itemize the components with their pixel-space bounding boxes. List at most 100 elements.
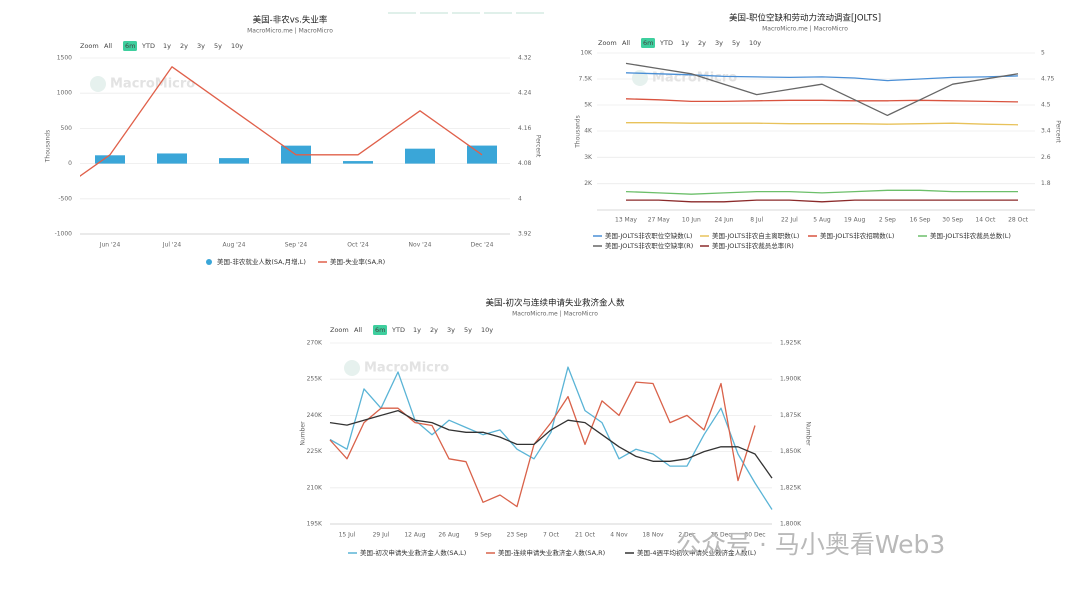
legend-label: 美国-初次申请失业救济金人数(SA,L): [360, 548, 466, 557]
y-tick-label: 1,900K: [780, 376, 802, 383]
range-button[interactable]: YTD: [391, 326, 405, 334]
y-tick-label: 1,825K: [780, 484, 802, 491]
y-tick-label: 5: [1041, 50, 1045, 57]
series-line: [329, 381, 756, 508]
range-selector: Zoom All 6m YTD 1y 2y 3y 5y 10y: [598, 38, 761, 48]
y-tick-label: 5K: [584, 102, 593, 109]
range-button[interactable]: 5y: [464, 326, 472, 334]
y-tick-label: 3.4: [1041, 128, 1051, 135]
y-tick-label: 1,800K: [780, 521, 802, 528]
range-button[interactable]: 3y: [197, 42, 205, 50]
x-tick-label: Sep '24: [285, 242, 308, 249]
x-tick-label: 26 Aug: [438, 532, 459, 539]
y-tick-label: 3K: [584, 154, 593, 161]
bar: [157, 153, 187, 164]
range-button[interactable]: 2y: [180, 42, 188, 50]
x-tick-label: 22 Jul: [781, 217, 798, 224]
legend-item[interactable]: 美国-JOLTS非农职位空缺数(L): [593, 231, 692, 240]
bar: [343, 161, 373, 164]
watermark: MacroMicro: [652, 71, 737, 86]
watermark-logo: [632, 70, 648, 86]
x-tick-label: 14 Oct: [975, 217, 996, 224]
range-button[interactable]: 6m: [643, 39, 653, 47]
range-button[interactable]: 10y: [231, 42, 243, 50]
x-tick-label: 21 Oct: [575, 532, 596, 539]
bar: [219, 158, 249, 164]
chart-title: 美国-初次与连续申请失业救济金人数: [485, 298, 625, 309]
range-button[interactable]: All: [622, 39, 630, 47]
y-tick-label: 240K: [307, 412, 323, 419]
watermark: MacroMicro: [364, 361, 449, 376]
x-tick-label: 23 Sep: [507, 532, 528, 539]
x-tick-label: 8 Jul: [750, 217, 763, 224]
watermark: MacroMicro: [110, 77, 195, 92]
legend-item[interactable]: 美国-JOLTS非农裁员总率(R): [700, 241, 794, 250]
x-tick-label: 2 Sep: [879, 217, 896, 224]
series-line: [625, 72, 1019, 82]
range-button[interactable]: 3y: [715, 39, 723, 47]
x-tick-label: 15 Jul: [339, 532, 356, 539]
bar: [95, 155, 125, 164]
legend-label: 美国-连续申请失业救济金人数(SA,R): [498, 548, 605, 557]
y-axis-label: Thousands: [45, 130, 52, 163]
legend-item[interactable]: 美国-初次申请失业救济金人数(SA,L): [348, 548, 466, 557]
range-button[interactable]: 5y: [214, 42, 222, 50]
range-button[interactable]: 3y: [447, 326, 455, 334]
y-tick-label: 4K: [584, 128, 593, 135]
y2-axis-label: Number: [805, 421, 812, 446]
y-tick-label: 210K: [307, 484, 323, 491]
legend-item[interactable]: 美国-非农就业人数(SA,月增,L): [206, 257, 306, 266]
range-button[interactable]: YTD: [659, 39, 673, 47]
y-tick-label: 2K: [584, 180, 593, 187]
x-tick-label: Nov '24: [409, 242, 432, 249]
range-button-active: [373, 325, 387, 335]
legend-item[interactable]: 美国-JOLTS非农招聘数(L): [808, 231, 894, 240]
x-tick-label: Oct '24: [347, 242, 369, 249]
range-button[interactable]: 2y: [698, 39, 706, 47]
y-tick-label: 225K: [307, 448, 323, 455]
y-tick-label: 1500: [57, 55, 72, 62]
x-tick-label: 30 Sep: [942, 217, 963, 224]
x-tick-label: 12 Aug: [404, 532, 425, 539]
range-button[interactable]: 10y: [749, 39, 761, 47]
y-tick-label: 270K: [307, 340, 323, 347]
range-button[interactable]: 1y: [681, 39, 689, 47]
range-button[interactable]: 10y: [481, 326, 493, 334]
plot-area: [80, 66, 497, 177]
legend-label: 美国-4週平均初次申请失业救济金人数(L): [637, 548, 756, 557]
x-tick-label: Aug '24: [223, 242, 246, 249]
range-button[interactable]: 6m: [375, 326, 385, 334]
x-tick-label: 27 May: [648, 217, 670, 224]
range-button[interactable]: 1y: [413, 326, 421, 334]
x-tick-label: Jun '24: [99, 242, 121, 249]
legend-item[interactable]: 美国-连续申请失业救济金人数(SA,R): [486, 548, 605, 557]
legend-swatch: [206, 259, 212, 265]
y-tick-label: 1,925K: [780, 340, 802, 347]
page-watermark: 公众号 · 马小奥看Web3: [676, 530, 945, 559]
legend-item[interactable]: 美国-4週平均初次申请失业救济金人数(L): [625, 548, 756, 557]
y-tick-label: 255K: [307, 376, 323, 383]
legend-label: 美国-JOLTS非农自主离职数(L): [712, 231, 799, 240]
y-tick-label: 4.16: [518, 125, 532, 132]
range-button-active: [123, 41, 137, 51]
legend-item[interactable]: 美国-JOLTS非农裁员总数(L): [918, 231, 1011, 240]
range-button[interactable]: All: [354, 326, 362, 334]
y-tick-label: 10K: [580, 50, 593, 57]
legend-item[interactable]: 美国-JOLTS非农自主离职数(L): [700, 231, 799, 240]
range-label: Zoom: [598, 39, 617, 47]
range-button[interactable]: YTD: [141, 42, 155, 50]
x-tick-label: 30 Dec: [744, 532, 765, 539]
legend-label: 美国-JOLTS非农招聘数(L): [820, 231, 894, 240]
chart-subtitle: MacroMicro.me | MacroMicro: [762, 26, 848, 33]
range-button[interactable]: 1y: [163, 42, 171, 50]
x-tick-label: 7 Oct: [543, 532, 560, 539]
range-button[interactable]: 6m: [125, 42, 135, 50]
legend-item[interactable]: 美国-失业率(SA,R): [318, 257, 385, 266]
watermark-logo: [344, 360, 360, 376]
range-button[interactable]: All: [104, 42, 112, 50]
range-button[interactable]: 5y: [732, 39, 740, 47]
range-button[interactable]: 2y: [430, 326, 438, 334]
y-tick-label: 4: [518, 195, 522, 202]
legend-item[interactable]: 美国-JOLTS非农职位空缺率(R): [593, 241, 693, 250]
legend-label: 美国-失业率(SA,R): [330, 257, 385, 266]
